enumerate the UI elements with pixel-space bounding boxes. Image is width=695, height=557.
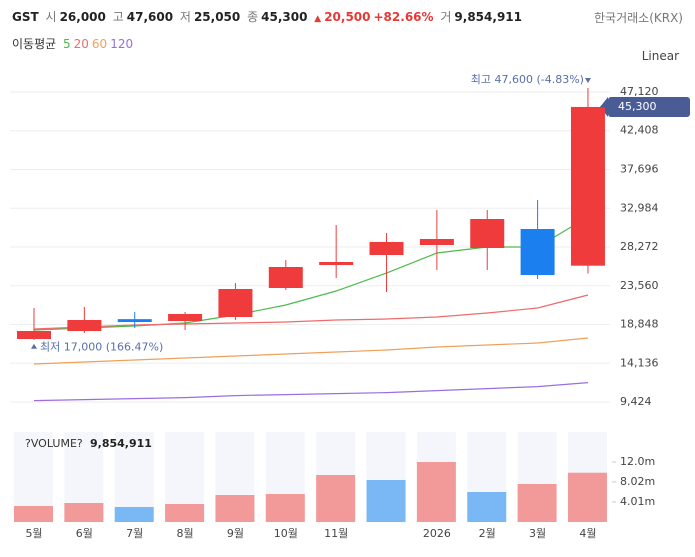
last-price-label: 45,300 — [618, 100, 657, 113]
y-tick-label: 47,120 — [620, 85, 659, 98]
candle-body — [369, 241, 404, 255]
y-tick-label: 23,560 — [620, 279, 659, 292]
ma-line — [33, 216, 589, 331]
volume-bar — [64, 503, 104, 522]
y-tick-label: 14,136 — [620, 356, 659, 369]
x-tick-label: 4월 — [579, 527, 596, 540]
volume-value: 9,854,911 — [90, 437, 152, 450]
ma-line — [33, 294, 589, 330]
x-tick-label: 10월 — [274, 527, 298, 540]
volume-bar — [517, 484, 557, 522]
volume-tick-label: 12.0m — [620, 455, 655, 468]
y-tick-label: 18,848 — [620, 318, 659, 331]
value: 45,300 — [261, 10, 308, 24]
candle-body — [470, 219, 505, 249]
ma-line — [33, 337, 589, 365]
candle-body — [168, 313, 203, 322]
ma-legend-item: 60 — [91, 37, 108, 51]
change-pct: +82.66% — [373, 10, 434, 24]
value: 9,854,911 — [454, 10, 522, 24]
header: GST 시 26,000 고 47,600 저 25,050 종 45,300 ▲ 20,… — [12, 8, 525, 25]
price-tag-bg — [608, 97, 690, 117]
up-icon: ▲ — [314, 14, 322, 24]
volume-tick-label: 4.01m — [620, 495, 655, 508]
ma-legend-item: 5 — [63, 37, 71, 51]
x-tick-label: 7월 — [126, 527, 143, 540]
volume-bar — [14, 506, 53, 522]
volume-bar — [215, 495, 255, 522]
label: 시 — [45, 10, 57, 24]
y-tick-label: 9,424 — [620, 395, 652, 408]
x-tick-label: 3월 — [529, 527, 546, 540]
x-tick-label: 9월 — [227, 527, 244, 540]
ma-line — [33, 381, 589, 402]
candle-body — [17, 330, 51, 340]
exchange: 한국거래소(KRX) — [594, 11, 683, 25]
low-icon — [31, 343, 37, 349]
x-tick-label: 2026 — [423, 527, 451, 540]
x-tick-label: 2월 — [479, 527, 496, 540]
candle-body — [268, 266, 303, 289]
volume-bar — [467, 492, 507, 522]
x-tick-label: 5월 — [25, 527, 42, 540]
y-tick-label: 42,408 — [620, 124, 659, 137]
value: 26,000 — [59, 10, 106, 24]
ma-legend-item: 20 — [73, 37, 89, 51]
value: 47,600 — [126, 10, 174, 24]
candle-body — [419, 238, 454, 245]
high-icon — [584, 78, 591, 84]
ma-title: 이동평균 — [12, 37, 57, 51]
label: 고 — [112, 10, 124, 24]
volume-bar — [165, 504, 205, 522]
volume-bar — [366, 480, 406, 522]
candle-body — [319, 261, 354, 265]
volume-bar — [567, 472, 607, 522]
volume-bar — [316, 475, 356, 522]
volume-bar — [265, 494, 305, 522]
x-tick-label: 8월 — [177, 527, 194, 540]
y-tick-label: 32,984 — [620, 201, 659, 214]
candle-body — [218, 288, 253, 318]
y-tick-label: 37,696 — [620, 163, 659, 176]
value: 25,050 — [193, 10, 241, 24]
x-tick-label: 6월 — [76, 527, 93, 540]
candle-body — [520, 229, 555, 276]
y-tick-label: 28,272 — [620, 240, 659, 253]
high-annotation: 최고 47,600 (-4.83%) — [471, 73, 584, 86]
ma-legend: 이동평균 5 20 60 120 — [12, 35, 136, 52]
low-annotation: 최저 17,000 (166.47%) — [40, 341, 163, 354]
symbol: GST — [12, 10, 39, 24]
volume-tick-label: 8.02m — [620, 475, 655, 488]
candle-body — [570, 106, 605, 266]
volume-bar — [114, 507, 154, 522]
candle-body — [117, 319, 152, 323]
label: 종 — [247, 10, 259, 24]
ma-legend-item: 120 — [110, 37, 134, 51]
volume-title: ?VOLUME? — [25, 437, 83, 450]
label: 저 — [179, 10, 191, 24]
label: 거 — [440, 10, 452, 24]
x-tick-label: 11월 — [324, 527, 348, 540]
change: 20,500 — [324, 10, 371, 24]
scale-selector[interactable]: Linear — [641, 49, 679, 63]
volume-bar — [416, 462, 456, 522]
candle-body — [67, 320, 102, 331]
